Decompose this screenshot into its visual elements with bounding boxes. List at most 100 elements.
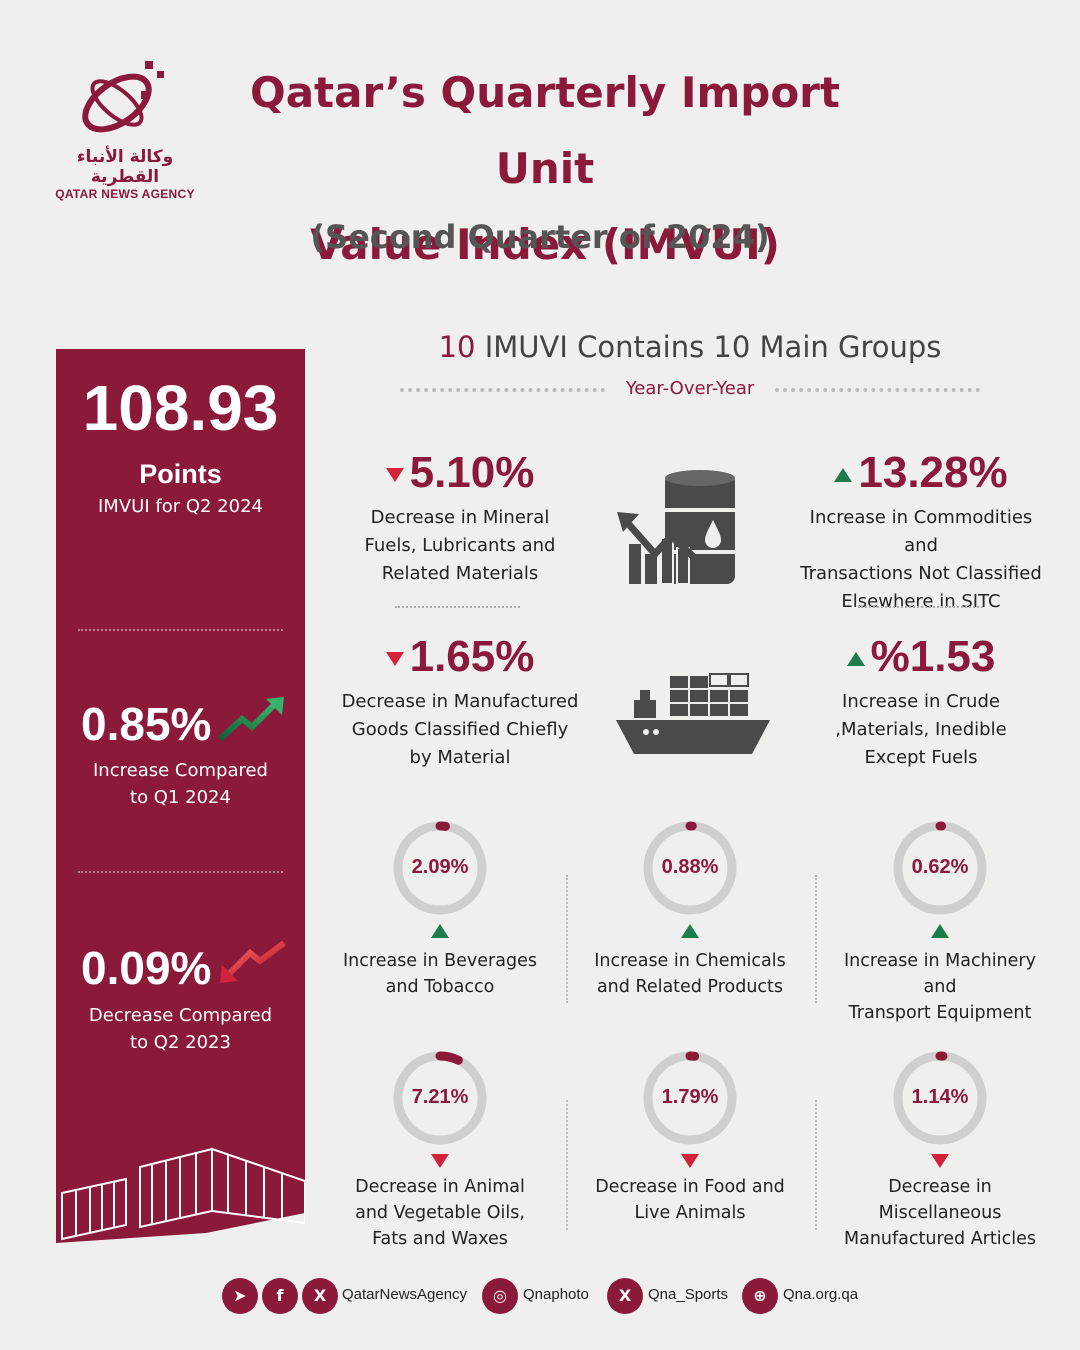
- divider: [815, 875, 817, 1003]
- donut-description-line: and Vegetable Oils,: [355, 1203, 525, 1223]
- donut-ring: [893, 1051, 987, 1145]
- groups-heading-text: IMUVI Contains 10 Main Groups: [484, 330, 942, 364]
- kpi-manufactured-goods: 1.65% Decrease in Manufactured Goods Cla…: [335, 632, 585, 772]
- qoq-caption-line-2: to Q1 2024: [130, 787, 231, 808]
- page-subtitle: (Second Quarter of 2024): [310, 218, 770, 256]
- donut-ring: [643, 1051, 737, 1145]
- kpi-description-line: Decrease in Manufactured: [341, 691, 579, 712]
- handle-main-link[interactable]: QatarNewsAgency: [342, 1286, 468, 1303]
- donut-food-live-animals: 1.79%: [615, 1048, 765, 1168]
- donut-description: Increase in Machinery and Transport Equi…: [825, 948, 1055, 1026]
- qoq-caption: Increase Compared to Q1 2024: [56, 757, 305, 811]
- donut-ring: [393, 821, 487, 915]
- divider: [566, 875, 568, 1003]
- down-triangle-icon: [431, 1154, 449, 1168]
- index-value: 108.93: [82, 372, 279, 444]
- donut-description: Increase in Chemicals and Related Produc…: [575, 948, 805, 1000]
- oil-barrel-chart-icon: [617, 470, 735, 585]
- up-triangle-icon: [834, 468, 853, 483]
- up-triangle-icon: [431, 924, 449, 938]
- yoy-caption-line-2: to Q2 2023: [130, 1032, 231, 1053]
- groups-heading: 10 IMUVI Contains 10 Main Groups: [400, 330, 980, 364]
- donut-value-arc: [893, 1051, 987, 1145]
- donut-description-line: Decrease in Food and: [595, 1177, 785, 1197]
- shipping-containers-icon: [56, 1147, 305, 1243]
- donut-description-line: and Tobacco: [385, 977, 495, 997]
- handle-photo-link[interactable]: Qnaphoto: [523, 1286, 589, 1303]
- logo-arabic-text: وكالة الأنباء القطرية: [76, 147, 174, 187]
- qna-emblem-icon: [82, 61, 164, 133]
- kpi-description-line: Elsewhere in SITC: [841, 591, 1001, 612]
- kpi-description: Decrease in Manufactured Goods Classifie…: [335, 688, 585, 772]
- divider: [78, 629, 283, 631]
- up-triangle-icon: [681, 924, 699, 938]
- donut-percent: 2.09%: [411, 856, 469, 878]
- divider: [395, 606, 520, 608]
- kpi-description: Decrease in Mineral Fuels, Lubricants an…: [335, 504, 585, 588]
- globe-icon[interactable]: ⊕: [742, 1278, 778, 1314]
- donut-percent: 0.88%: [661, 856, 719, 878]
- donut-value-arc: [643, 1051, 737, 1145]
- donut-percent: 1.14%: [911, 1086, 969, 1108]
- kpi-description-line: Goods Classified Chiefly: [351, 719, 569, 740]
- donut-animal-vegetable-oils: 7.21%: [365, 1048, 515, 1168]
- donut-description-line: Increase in Beverages: [343, 951, 537, 971]
- donut-description: Decrease in Miscellaneous Manufactured A…: [825, 1174, 1055, 1252]
- donut-description-line: Decrease in Animal: [355, 1177, 525, 1197]
- kpi-commodities: 13.28% Increase in Commodities and Trans…: [796, 448, 1046, 616]
- divider: [775, 388, 980, 392]
- kpi-crude-materials: %1.53 Increase in Crude ,Materials, Ined…: [796, 632, 1046, 772]
- kpi-description-line: by Material: [409, 747, 511, 768]
- kpi-description-line: Except Fuels: [864, 747, 978, 768]
- down-triangle-icon: [385, 652, 404, 667]
- donut-description-line: Fats and Waxes: [372, 1229, 508, 1249]
- kpi-value: 1.65%: [409, 632, 535, 681]
- donut-description-line: and Related Products: [596, 977, 784, 997]
- index-unit: Points: [139, 459, 222, 489]
- kpi-description-line: Related Materials: [381, 563, 539, 584]
- cargo-ship-icon: [616, 673, 770, 754]
- donut-description-line: Increase in Machinery and: [844, 951, 1036, 997]
- divider: [566, 1100, 568, 1230]
- x-twitter-icon[interactable]: X: [302, 1278, 338, 1314]
- kpi-value: %1.53: [870, 632, 996, 681]
- donut-chemicals: 0.88%: [615, 818, 765, 938]
- kpi-description-line: ,Materials, Inedible: [835, 719, 1007, 740]
- title-line-1: Qatar’s Quarterly Import Unit: [250, 68, 840, 193]
- donut-description-line: Decrease in Miscellaneous: [878, 1177, 1002, 1223]
- donut-description: Decrease in Food and Live Animals: [575, 1174, 805, 1226]
- page-title: Qatar’s Quarterly Import Unit Value Inde…: [200, 55, 890, 283]
- summary-sidebar: 108.93 Points IMVUI for Q2 2024 0.85% In…: [56, 349, 305, 1243]
- yoy-value: 0.09%: [81, 942, 212, 994]
- donut-value-arc: [643, 821, 737, 915]
- donut-percent: 7.21%: [411, 1086, 469, 1108]
- website-link[interactable]: Qna.org.qa: [783, 1286, 859, 1303]
- facebook-icon[interactable]: f: [262, 1278, 298, 1314]
- kpi-description: Increase in Crude ,Materials, Inedible E…: [796, 688, 1046, 772]
- down-triangle-icon: [681, 1154, 699, 1168]
- instagram-icon[interactable]: ◎: [482, 1278, 518, 1314]
- kpi-description-line: Transactions Not Classified: [800, 563, 1042, 584]
- donut-ring: [643, 821, 737, 915]
- x-twitter-icon[interactable]: X: [607, 1278, 643, 1314]
- kpi-description-line: Fuels, Lubricants and: [364, 535, 556, 556]
- donut-percent: 1.79%: [661, 1086, 719, 1108]
- kpi-description-line: Increase in Commodities and: [809, 507, 1033, 556]
- donut-value-arc: [393, 1051, 487, 1145]
- logo-english-text: QATAR NEWS AGENCY: [55, 187, 195, 201]
- donut-miscellaneous: 1.14%: [865, 1048, 1015, 1168]
- yoy-caption: Decrease Compared to Q2 2023: [56, 1002, 305, 1056]
- period-label: Year-Over-Year: [625, 378, 755, 399]
- telegram-icon[interactable]: ➤: [222, 1278, 258, 1314]
- donut-value-arc: [393, 821, 487, 915]
- qna-logo: وكالة الأنباء القطرية QATAR NEWS AGENCY: [55, 55, 195, 201]
- kpi-value: 5.10%: [409, 448, 535, 497]
- social-footer: ➤ f X QatarNewsAgency ◎ Qnaphoto X Qna_S…: [0, 1278, 1080, 1314]
- donut-machinery: 0.62%: [865, 818, 1015, 938]
- groups-count: 10: [438, 330, 476, 364]
- donut-ring: [893, 821, 987, 915]
- donut-description-line: Transport Equipment: [848, 1003, 1032, 1023]
- down-triangle-icon: [931, 1154, 949, 1168]
- handle-sports-link[interactable]: Qna_Sports: [648, 1286, 729, 1303]
- index-caption: IMVUI for Q2 2024: [98, 496, 263, 517]
